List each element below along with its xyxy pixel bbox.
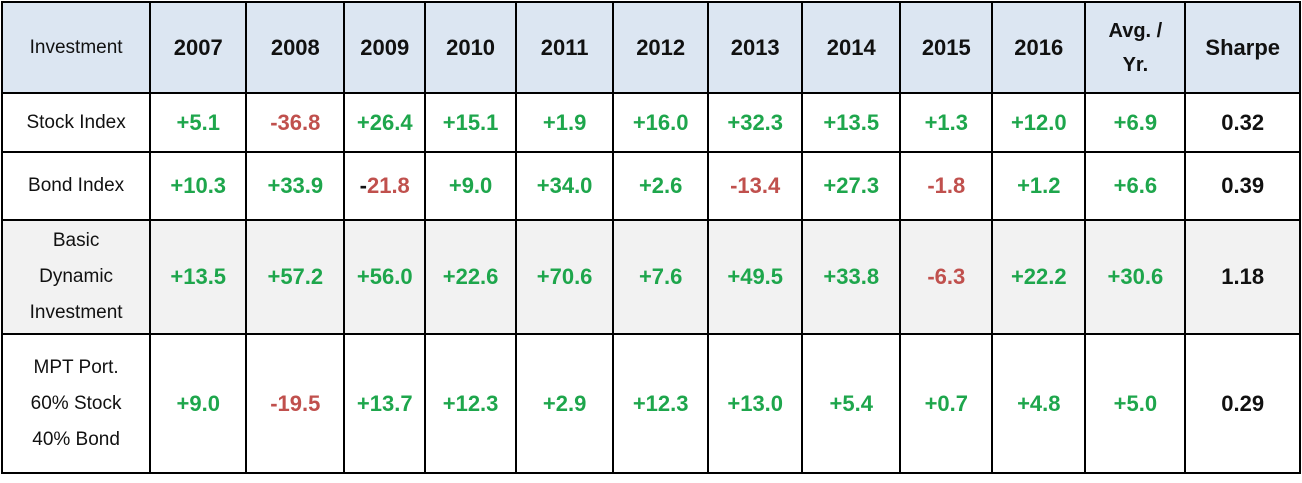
return-cell: +0.7 — [899, 333, 994, 474]
row-label-line: 40% Bond — [32, 428, 120, 450]
column-header-investment: Investment — [0, 1, 152, 94]
return-cell: +12.3 — [612, 333, 710, 474]
column-header-sharpe: Sharpe — [1184, 1, 1301, 94]
avg-header-line: Avg. / — [1108, 19, 1163, 42]
row-label-line: Stock Index — [26, 111, 126, 133]
return-cell: +22.2 — [991, 219, 1087, 335]
return-cell: +2.9 — [515, 333, 615, 474]
row-label-line: Bond Index — [28, 175, 125, 196]
column-header-year: 2014 — [801, 1, 902, 94]
return-cell: +9.0 — [149, 333, 248, 474]
row-label-line: 60% Stock — [30, 392, 122, 414]
row-label-line: Basic — [52, 230, 100, 251]
investment-returns-table: Investment 2007 2008 2009 2010 2011 2012… — [0, 1, 1301, 474]
return-cell: +12.3 — [424, 333, 518, 474]
return-cell: +4.8 — [991, 333, 1087, 474]
return-cell: +57.2 — [245, 219, 346, 335]
column-header-year: 2012 — [612, 1, 710, 94]
return-cell: +9.0 — [424, 151, 518, 221]
table-row: Basic Dynamic Investment +13.5 +57.2 +56.0 +22… — [0, 219, 1301, 335]
table-row: Bond Index +10.3 +33.9 -21.8 +9.0 +34.0 +2.6 -1… — [0, 151, 1301, 221]
table-row: MPT Port. 60% Stock 40% Bond +9.0 -19.5 +13.7… — [0, 333, 1301, 474]
return-cell: +2.6 — [612, 151, 710, 221]
return-cell: +10.3 — [149, 151, 248, 221]
column-header-year: 2015 — [899, 1, 994, 94]
return-cell: +22.6 — [424, 219, 518, 335]
column-header-year: 2016 — [991, 1, 1087, 94]
return-cell: +5.4 — [801, 333, 902, 474]
return-cell: +27.3 — [801, 151, 902, 221]
return-cell: +7.6 — [612, 219, 710, 335]
return-cell: -21.8 — [343, 151, 427, 221]
return-cell: -36.8 — [245, 92, 346, 153]
return-cell: +1.2 — [991, 151, 1087, 221]
return-cell: -1.8 — [899, 151, 994, 221]
row-label: MPT Port. 60% Stock 40% Bond — [0, 333, 152, 474]
row-label: Basic Dynamic Investment — [0, 219, 152, 335]
avg-header-line: Yr. — [1122, 53, 1149, 76]
return-cell: +33.8 — [801, 219, 902, 335]
row-label: Bond Index — [0, 151, 152, 221]
column-header-year: 2013 — [707, 1, 804, 94]
avg-return-cell: +30.6 — [1084, 219, 1187, 335]
return-cell: +5.1 — [149, 92, 248, 153]
row-label-line: Investment — [29, 302, 123, 323]
column-header-year: 2009 — [343, 1, 427, 94]
return-cell: +16.0 — [612, 92, 710, 153]
table-row: Stock Index +5.1 -36.8 +26.4 +15.1 +1.9 +16.0 +… — [0, 92, 1301, 153]
avg-return-cell: +6.9 — [1084, 92, 1187, 153]
return-digits: 21.8 — [366, 173, 410, 198]
return-cell: +33.9 — [245, 151, 346, 221]
column-header-year: 2008 — [245, 1, 346, 94]
return-cell: -13.4 — [707, 151, 804, 221]
sharpe-cell: 0.39 — [1184, 151, 1301, 221]
return-cell: +32.3 — [707, 92, 804, 153]
return-cell: +56.0 — [343, 219, 427, 335]
column-header-year: 2011 — [515, 1, 615, 94]
table-body: Stock Index +5.1 -36.8 +26.4 +15.1 +1.9 +16.0 +… — [0, 92, 1301, 474]
return-cell: +34.0 — [515, 151, 615, 221]
row-label: Stock Index — [0, 92, 152, 153]
return-cell: +15.1 — [424, 92, 518, 153]
return-cell: +26.4 — [343, 92, 427, 153]
return-cell: +70.6 — [515, 219, 615, 335]
sharpe-cell: 1.18 — [1184, 219, 1301, 335]
return-cell: +1.9 — [515, 92, 615, 153]
return-cell: +13.5 — [801, 92, 902, 153]
row-label-line: MPT Port. — [33, 356, 119, 378]
minus-sign: - — [359, 173, 367, 198]
return-cell: +1.3 — [899, 92, 994, 153]
column-header-avg-per-year: Avg. / Yr. — [1084, 1, 1187, 94]
return-cell: +49.5 — [707, 219, 804, 335]
sharpe-cell: 0.32 — [1184, 92, 1301, 153]
avg-return-cell: +5.0 — [1084, 333, 1187, 474]
column-header-year: 2007 — [149, 1, 248, 94]
return-cell: +13.7 — [343, 333, 427, 474]
header-row: Investment 2007 2008 2009 2010 2011 2012… — [0, 1, 1301, 94]
return-cell: +13.0 — [707, 333, 804, 474]
return-cell: -6.3 — [899, 219, 994, 335]
row-label-line: Dynamic — [39, 266, 114, 287]
return-cell: +13.5 — [149, 219, 248, 335]
sharpe-cell: 0.29 — [1184, 333, 1301, 474]
avg-return-cell: +6.6 — [1084, 151, 1187, 221]
return-cell: +12.0 — [991, 92, 1087, 153]
column-header-year: 2010 — [424, 1, 518, 94]
return-cell: -19.5 — [245, 333, 346, 474]
